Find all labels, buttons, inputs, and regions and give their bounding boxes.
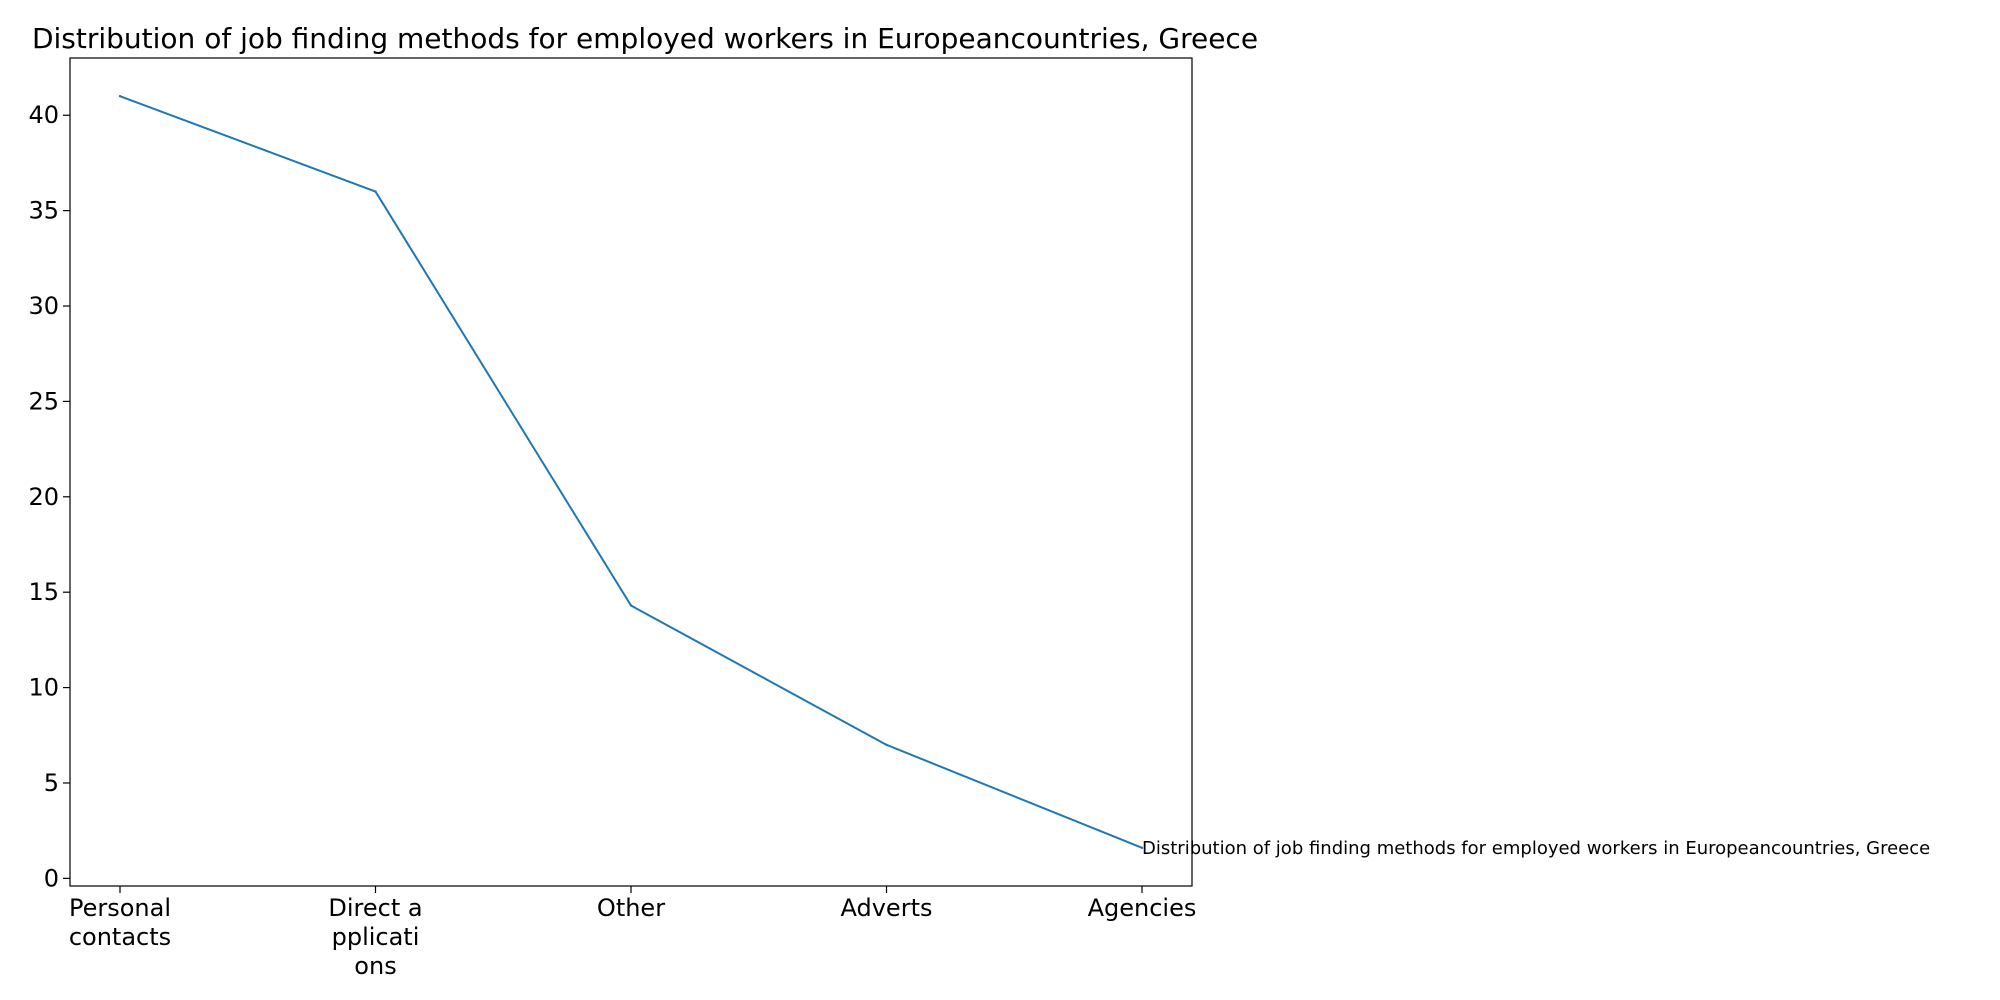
x-tick-label: Other (597, 894, 665, 922)
x-tick-label: Personal contacts (69, 894, 171, 951)
data-point (119, 95, 121, 97)
y-tick-label: 30 (28, 292, 59, 320)
x-tick-label: Direct a pplicati ons (328, 894, 422, 980)
y-tick-label: 0 (44, 864, 59, 892)
x-tick-label-line: ons (354, 952, 396, 980)
y-tick-label: 5 (44, 769, 59, 797)
x-tick-label-line: pplicati (332, 923, 420, 951)
x-tick-label-line: Direct a (328, 894, 422, 922)
x-tick-label-line: Adverts (841, 894, 933, 922)
x-tick-label-line: contacts (69, 923, 171, 951)
data-point (885, 744, 887, 746)
plot-area-frame (70, 58, 1192, 886)
x-tick-label-line: Agencies (1088, 894, 1197, 922)
y-tick-label: 20 (28, 483, 59, 511)
y-tick-label: 10 (28, 674, 59, 702)
y-tick-label: 35 (28, 197, 59, 225)
x-tick-label: Adverts (841, 894, 933, 922)
series-layer: Distribution of job finding methods for … (119, 95, 1930, 859)
y-tick-label: 40 (28, 101, 59, 129)
y-axis: 0 5 10 15 20 25 30 35 40 (28, 101, 70, 892)
data-point (630, 604, 632, 606)
x-tick-label-line: Personal (69, 894, 171, 922)
x-tick-label-line: Other (597, 894, 665, 922)
series-line (120, 96, 1142, 848)
data-point (374, 190, 376, 192)
y-tick-label: 15 (28, 578, 59, 606)
y-tick-label: 25 (28, 387, 59, 415)
x-axis: Personal contacts Direct a pplicati ons Other… (69, 886, 1197, 980)
series-end-label: Distribution of job finding methods for … (1142, 838, 1930, 859)
x-tick-label: Agencies (1088, 894, 1197, 922)
chart-title: Distribution of job finding methods for … (32, 22, 1258, 55)
